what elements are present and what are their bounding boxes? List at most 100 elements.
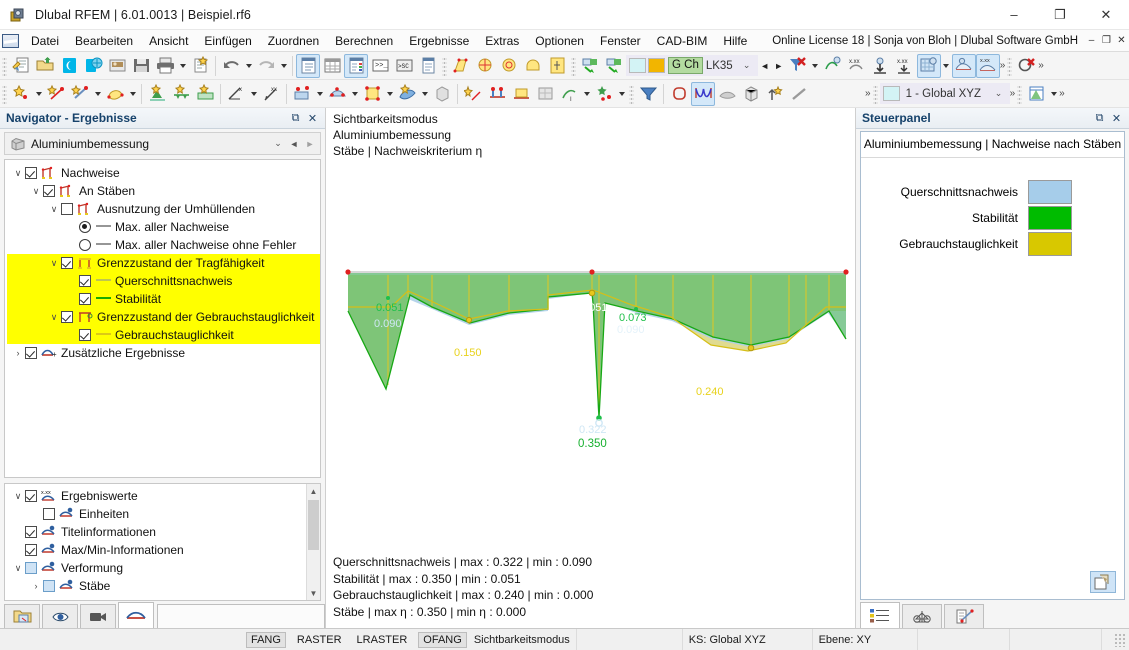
show-result-diagram-button[interactable] bbox=[691, 81, 715, 106]
navigator-prev-button[interactable]: ◄ bbox=[289, 138, 299, 149]
results-values-members-button[interactable]: x.xx bbox=[975, 53, 1000, 78]
menu-ansicht[interactable]: Ansicht bbox=[149, 33, 189, 48]
toolbar-overflow-chevron-icon[interactable]: » bbox=[1009, 88, 1016, 99]
tree-item[interactable]: ∨ Ausnutzung der Umhüllenden bbox=[7, 200, 320, 218]
redo-button[interactable] bbox=[254, 54, 278, 78]
results-on-members-button[interactable] bbox=[951, 53, 976, 78]
tree-expander-icon[interactable]: › bbox=[34, 581, 38, 591]
load-case-prev-button[interactable] bbox=[578, 54, 602, 78]
tree-checkbox[interactable] bbox=[61, 203, 73, 215]
navigator-display-tree[interactable]: ∨ x.xx Ergebniswerte Einheiten Titelinformat… bbox=[4, 483, 321, 601]
zoom-window-button[interactable] bbox=[473, 54, 497, 78]
project-navigator-tab[interactable] bbox=[4, 604, 40, 628]
tree-checkbox[interactable] bbox=[61, 311, 73, 323]
menu-extras[interactable]: Extras bbox=[485, 33, 520, 48]
new-surface-button[interactable] bbox=[103, 82, 127, 106]
color-scale-tab[interactable] bbox=[860, 602, 900, 628]
line-hinge-button[interactable] bbox=[509, 82, 533, 106]
surface-support-button[interactable] bbox=[193, 82, 217, 106]
render-shaded-button[interactable] bbox=[715, 82, 739, 106]
open-model-button[interactable] bbox=[33, 54, 57, 78]
display-tab[interactable] bbox=[944, 604, 984, 628]
tree-item[interactable]: ∨ x.xx Ergebniswerte bbox=[7, 487, 320, 505]
snap-raster-toggle[interactable]: RASTER bbox=[296, 633, 342, 646]
chevron-down-icon[interactable]: ⌄ bbox=[742, 60, 751, 70]
show-supports-button[interactable] bbox=[667, 82, 691, 106]
model-info-button[interactable] bbox=[105, 54, 129, 78]
tree-checkbox[interactable] bbox=[25, 544, 37, 556]
tree-radio[interactable] bbox=[79, 239, 91, 251]
legend-color-swatch[interactable] bbox=[1028, 232, 1072, 256]
print-button[interactable] bbox=[153, 54, 177, 78]
imperfection-button[interactable] bbox=[461, 82, 485, 106]
snap-lraster-toggle[interactable]: LRASTER bbox=[356, 633, 408, 646]
toolbar-grip-icon[interactable] bbox=[1017, 83, 1023, 104]
new-line-button[interactable] bbox=[44, 82, 68, 106]
copy-to-clipboard-icon[interactable] bbox=[1090, 571, 1116, 593]
rfem-cloud-button[interactable] bbox=[57, 54, 81, 78]
printout-report-button[interactable] bbox=[188, 54, 212, 78]
scroll-down-arrow-icon[interactable]: ▼ bbox=[309, 588, 318, 598]
navigator-close-button[interactable]: ✕ bbox=[307, 112, 318, 125]
line-load-dropdown-arrow-icon[interactable] bbox=[349, 82, 360, 106]
toolbar-grip-icon[interactable] bbox=[442, 55, 447, 76]
toolbar-grip-icon[interactable] bbox=[872, 83, 878, 104]
menu-cad-bim[interactable]: CAD-BIM bbox=[656, 33, 708, 48]
tree-item[interactable]: ∨ An Stäben bbox=[7, 182, 320, 200]
load-case-next-button[interactable] bbox=[602, 54, 626, 78]
menu-bearbeiten[interactable]: Bearbeiten bbox=[75, 33, 134, 48]
tree-item[interactable]: › + Zusätzliche Ergebnisse bbox=[7, 344, 320, 362]
data-panel-button[interactable] bbox=[344, 53, 368, 78]
visibility-filter-button[interactable] bbox=[636, 82, 660, 106]
mdi-restore-button[interactable]: ❐ bbox=[1102, 35, 1111, 46]
results-table-button[interactable] bbox=[1024, 82, 1048, 106]
zoom-all-button[interactable] bbox=[497, 54, 521, 78]
minimize-button[interactable]: – bbox=[1010, 7, 1018, 22]
tree-expander-icon[interactable]: ∨ bbox=[32, 185, 40, 196]
navigator-display-scrollbar[interactable]: ▲ ▼ bbox=[306, 484, 320, 600]
menu-zuordnen[interactable]: Zuordnen bbox=[267, 33, 320, 48]
load-case-next-arrow-icon[interactable]: ► bbox=[774, 60, 784, 71]
model-canvas[interactable]: Sichtbarkeitsmodus Aluminiumbemessung St… bbox=[326, 108, 855, 628]
mesh-refinement-button[interactable]: I bbox=[557, 82, 581, 106]
new-member-dropdown-arrow-icon[interactable] bbox=[92, 82, 103, 106]
mdi-close-button[interactable]: ✕ bbox=[1117, 35, 1126, 46]
menu-optionen[interactable]: Optionen bbox=[535, 33, 584, 48]
report-panel-button[interactable] bbox=[416, 54, 440, 78]
control-panel-close-button[interactable]: ✕ bbox=[1111, 112, 1122, 125]
tree-item[interactable]: Max. aller Nachweise bbox=[7, 218, 320, 236]
tree-expander-icon[interactable]: ∨ bbox=[14, 562, 22, 573]
navigator-results-tree[interactable]: ∨ Nachweise ∨ An Stäben ∨ Ausnutzung der Umhü… bbox=[4, 159, 321, 478]
member-hinge-button[interactable] bbox=[485, 82, 509, 106]
toolbar-grip-icon[interactable] bbox=[2, 55, 7, 76]
scrollbar-thumb[interactable] bbox=[308, 500, 319, 550]
cloud-share-button[interactable] bbox=[81, 54, 105, 78]
line-load-button[interactable] bbox=[325, 82, 349, 106]
tree-item[interactable]: Stabilität bbox=[7, 290, 320, 308]
filter-dropdown-arrow-icon[interactable] bbox=[810, 54, 821, 78]
toolbar-overflow-chevron-icon[interactable]: » bbox=[1059, 88, 1065, 99]
measure-button[interactable] bbox=[787, 82, 811, 106]
snap-ofang-toggle[interactable]: OFANG bbox=[418, 631, 467, 648]
dimension-x-button[interactable]: x bbox=[224, 82, 248, 106]
undo-button[interactable] bbox=[219, 54, 243, 78]
surface-load-button[interactable] bbox=[395, 82, 419, 106]
menu-einfuegen[interactable]: Einfügen bbox=[204, 33, 252, 48]
tree-checkbox[interactable] bbox=[25, 526, 37, 538]
control-panel-undock-button[interactable]: ⧉ bbox=[1095, 111, 1104, 124]
new-node-button[interactable] bbox=[9, 82, 33, 106]
tree-item[interactable]: ∨ Grenzzustand der Gebrauchstauglichkeit bbox=[7, 308, 320, 326]
new-member-button[interactable] bbox=[68, 82, 92, 106]
close-button[interactable]: ✕ bbox=[1100, 6, 1112, 22]
tree-item[interactable]: Max/Min-Informationen bbox=[7, 541, 320, 559]
snap-fang-toggle[interactable]: FANG bbox=[245, 631, 286, 648]
tree-expander-icon[interactable]: ∨ bbox=[50, 311, 58, 322]
navigator-design-selector[interactable]: Aluminiumbemessung ⌄ ◄ ► bbox=[4, 132, 321, 155]
tree-checkbox[interactable] bbox=[25, 347, 37, 359]
toolbar-overflow-chevron-icon[interactable]: » bbox=[1038, 60, 1044, 71]
display-navigator-tab[interactable] bbox=[42, 604, 78, 628]
menu-berechnen[interactable]: Berechnen bbox=[335, 33, 394, 48]
nodal-mesh-dropdown-arrow-icon[interactable] bbox=[616, 82, 627, 106]
navigator-toggle-button[interactable] bbox=[296, 53, 320, 78]
tree-checkbox[interactable] bbox=[25, 562, 37, 574]
